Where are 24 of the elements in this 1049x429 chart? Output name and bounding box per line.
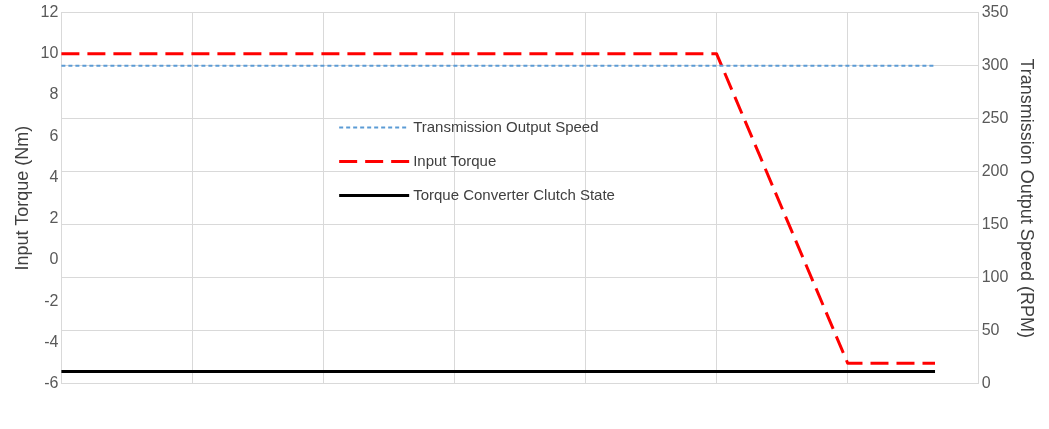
y-tick-label: 12 — [40, 3, 59, 21]
y-tick-label: 10 — [40, 44, 59, 62]
y2-tick-label: 250 — [981, 109, 1009, 127]
y2-tick-label: 300 — [981, 56, 1009, 74]
y-tick-label: -4 — [44, 332, 59, 350]
legend-label: Transmission Output Speed — [413, 117, 599, 135]
y-tick-label: 8 — [49, 85, 59, 103]
legend-label: Input Torque — [413, 151, 497, 169]
y-tick-label: 6 — [49, 126, 59, 144]
y-tick-label: 2 — [49, 209, 59, 227]
y-tick-label: -2 — [44, 291, 59, 309]
y2-tick-label: 350 — [981, 3, 1009, 21]
y-axis-title: Input Torque (Nm) — [11, 125, 32, 271]
legend-label: Torque Converter Clutch State — [413, 185, 615, 203]
y-tick-label: -6 — [44, 374, 59, 392]
y2-tick-label: 200 — [981, 162, 1009, 180]
line-series — [59, 52, 937, 365]
y-tick-label: 0 — [49, 250, 59, 268]
y2-axis-title: Transmission Output Speed (RPM) — [1017, 58, 1038, 338]
y2-tick-label: 150 — [981, 215, 1009, 233]
y2-tick-label: 0 — [981, 374, 991, 392]
y2-tick-label: 50 — [981, 321, 1000, 339]
y2-tick-label: 100 — [981, 268, 1009, 286]
y-tick-label: 4 — [49, 167, 59, 185]
